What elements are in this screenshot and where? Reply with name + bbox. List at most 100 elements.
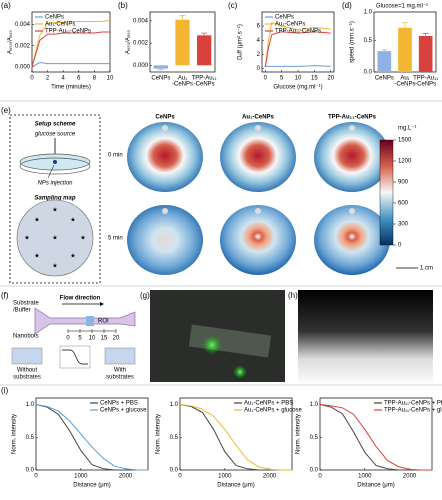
- y-tick-label: 0.0: [26, 468, 35, 474]
- x-axis-label: Time (minutes): [51, 85, 91, 91]
- legend-label: TPP-Au₁₁-CeNPs: [45, 29, 91, 35]
- without-label: Without: [17, 368, 38, 374]
- x-tick-label: 10: [295, 76, 302, 82]
- x-tick-label: 5: [280, 76, 284, 82]
- scale-label: 1 cm: [420, 266, 433, 272]
- y-tick-label: 0.004: [15, 22, 31, 28]
- ruler-label: 5: [78, 336, 82, 342]
- annotation: Glucose=1 mg.ml⁻¹: [376, 4, 428, 10]
- series-line: [35, 404, 148, 471]
- sampling-map: [16, 199, 94, 277]
- y-axis-label: Norm. intensity: [156, 414, 162, 454]
- colorbar-tick-label: 900: [398, 180, 409, 186]
- micrograph: [298, 290, 433, 382]
- svg-text:★: ★: [52, 263, 57, 270]
- axes-frame: [179, 397, 293, 471]
- y-tick-label: 0.5: [310, 435, 319, 441]
- series-line: [31, 19, 111, 67]
- legend-label: TPP-Au₁₁-CeNPs + glucose: [384, 408, 442, 414]
- x-tick-label: 0: [30, 76, 34, 82]
- x-tick-label: 0: [264, 76, 268, 82]
- legend-label: TPP-Au₁₁-CeNPs + PBS: [384, 401, 442, 407]
- roi-box: [86, 316, 94, 326]
- injection-label: NPs injection: [37, 181, 73, 187]
- y-tick-label: 2: [257, 52, 261, 58]
- axes-frame: [319, 397, 433, 471]
- series-line: [31, 62, 110, 68]
- x-tick-label: 15: [311, 76, 318, 82]
- x-tick-label: 2000: [403, 474, 417, 480]
- colorbar-tick-label: 300: [398, 222, 409, 228]
- legend-label: Au₁-CeNPs + PBS: [244, 401, 293, 407]
- injection-point: [53, 160, 57, 164]
- colorbar-tick-label: 1500: [398, 138, 412, 144]
- x-tick-label: 6: [77, 76, 81, 82]
- profile-box: [59, 345, 91, 369]
- y-axis-label: A₆₅₀/A₅₆₀: [8, 29, 14, 54]
- setup-box: [9, 114, 101, 284]
- glucose-source: glucose source: [35, 132, 76, 138]
- bar: [377, 51, 392, 72]
- colorbar-tick-label: 600: [398, 201, 409, 207]
- y-axis-label: Norm. intensity: [12, 414, 18, 454]
- y-axis-label: Dₑff (μm².s⁻¹): [238, 24, 244, 60]
- x-tick-label: 1000: [74, 474, 88, 480]
- y-tick-label: 0.0: [364, 70, 373, 76]
- y-tick-label: 0.5: [364, 38, 373, 44]
- flow-arrowhead: [100, 302, 104, 306]
- panel-label: (a): [1, 1, 11, 10]
- y-tick-label: 1.0: [364, 10, 373, 16]
- bar: [398, 27, 412, 72]
- panel-label: (h): [288, 291, 298, 300]
- legend-label: CeNPs: [275, 15, 294, 21]
- svg-text:★: ★: [52, 207, 57, 214]
- series-line: [319, 404, 432, 471]
- legend-label: CeNPs: [45, 15, 64, 21]
- panel-label: (f): [1, 291, 9, 300]
- y-tick-label: 0.5: [170, 435, 179, 441]
- x-axis-label: Distance (μm): [217, 483, 254, 489]
- bar: [175, 19, 190, 66]
- bar: [418, 36, 433, 72]
- series-line: [35, 404, 148, 471]
- x-tick-label: 2000: [263, 474, 277, 480]
- x-tick-label: 2: [46, 76, 50, 82]
- buffer-label: /Buffer: [13, 308, 31, 314]
- x-tick-label: Au₁: [178, 76, 187, 82]
- x-tick-label: -CeNPs: [394, 82, 415, 88]
- legend-label: TPP-Au₁₁-CeNPs: [275, 29, 321, 35]
- x-tick-label: 1000: [358, 474, 372, 480]
- roi-label: ROI: [98, 319, 109, 325]
- channel: [34, 307, 136, 335]
- y-tick-label: 0: [257, 66, 261, 72]
- legend-label: Au₁-CeNPs + glucose: [244, 408, 303, 414]
- y-tick-label: 1.0: [310, 402, 319, 408]
- without-label: substrates: [13, 375, 41, 381]
- y-tick-label: 0.0: [170, 468, 179, 474]
- colorbar: [379, 139, 394, 246]
- injection-pointer: [47, 164, 55, 179]
- bar: [153, 65, 168, 69]
- x-tick-label: Au₁: [400, 76, 409, 82]
- x-tick-label: -CeNPs: [415, 82, 436, 88]
- y-tick-label: 0.004: [133, 18, 149, 24]
- with-label: With: [114, 368, 126, 374]
- without-box: [11, 347, 43, 365]
- y-tick-label: 0.000: [133, 63, 149, 69]
- y-tick-label: 1.0: [170, 402, 179, 408]
- bar: [197, 35, 212, 66]
- colorbar-unit: mg.L⁻¹: [398, 126, 417, 132]
- legend-label: Au₁-CeNPs: [275, 22, 305, 28]
- y-axis-label: A₆₅₀/A₅₆₀: [126, 29, 132, 54]
- series-line: [264, 31, 331, 68]
- svg-text:★: ★: [80, 235, 85, 242]
- y-tick-label: 0.5: [26, 435, 35, 441]
- dish-base: [19, 157, 91, 175]
- series-line: [319, 404, 432, 471]
- series-line: [265, 65, 331, 67]
- x-axis-label: Distance (μm): [73, 483, 110, 489]
- svg-text:★: ★: [52, 235, 57, 242]
- y-tick-label: 4: [257, 38, 261, 44]
- svg-text:★: ★: [70, 217, 75, 224]
